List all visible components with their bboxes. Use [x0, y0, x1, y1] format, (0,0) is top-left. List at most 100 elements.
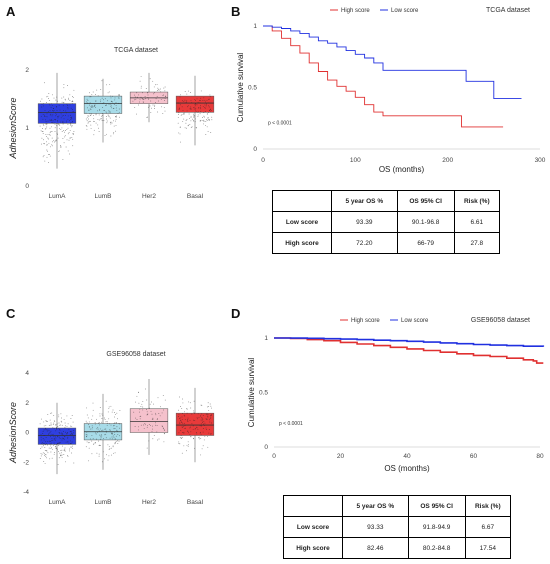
data-point [141, 98, 143, 100]
data-point [91, 428, 93, 430]
data-point [58, 124, 60, 125]
data-point [116, 418, 118, 420]
data-point [49, 155, 51, 157]
data-point [45, 454, 47, 456]
data-point [110, 447, 112, 449]
data-point [58, 445, 60, 446]
data-point [195, 127, 197, 129]
table-row: Low score 93.39 90.1-96.8 6.61 [272, 211, 501, 233]
row-label: High score [272, 232, 332, 254]
data-point [201, 420, 203, 422]
data-point [202, 100, 204, 101]
data-point [162, 395, 164, 397]
data-point [73, 430, 75, 431]
table-cell: 93.39 [331, 211, 398, 233]
data-point [114, 443, 116, 445]
data-point [108, 407, 110, 409]
data-point [147, 94, 149, 96]
jitter-points [133, 388, 166, 449]
data-point [207, 402, 209, 404]
data-point [45, 455, 47, 457]
data-point [108, 406, 110, 408]
data-point [48, 100, 50, 102]
data-point [208, 429, 210, 430]
data-point [59, 441, 61, 443]
data-point [117, 443, 119, 444]
data-point [55, 444, 57, 445]
data-point [199, 432, 201, 434]
data-point [61, 127, 63, 129]
x-tick-label: LumA [49, 193, 67, 200]
data-point [62, 159, 64, 161]
data-point [45, 421, 47, 423]
data-point [86, 107, 88, 109]
data-point [64, 98, 66, 100]
data-point [52, 108, 54, 109]
data-point [150, 424, 151, 426]
data-point [163, 429, 165, 431]
data-point [204, 99, 206, 101]
data-point [138, 94, 140, 96]
data-point [116, 115, 117, 117]
data-point [114, 434, 116, 435]
data-point [203, 121, 205, 122]
data-point [73, 432, 75, 434]
data-point [179, 443, 181, 445]
table-cell: 27.8 [453, 232, 501, 254]
data-point [180, 114, 182, 116]
data-point [50, 119, 52, 121]
data-point [211, 119, 213, 121]
data-point [186, 408, 188, 410]
boxplot-gse96058: GSE96058 dataset -4 -2 0 2 4 AdhesionScore LumA… [8, 351, 215, 506]
data-point [63, 130, 65, 132]
data-point [69, 442, 71, 444]
data-point [151, 418, 153, 420]
data-point [54, 119, 56, 120]
data-point [158, 438, 160, 440]
data-point [195, 100, 196, 101]
data-point [208, 120, 210, 121]
data-point [49, 419, 51, 421]
x-tick-label: LumA [49, 499, 67, 506]
data-point [142, 99, 144, 101]
data-point [180, 104, 182, 106]
data-point [187, 417, 189, 419]
data-point [110, 106, 112, 108]
data-point [142, 409, 144, 411]
data-point [208, 432, 210, 434]
data-point [53, 443, 55, 445]
x-tick-label: LumB [95, 193, 112, 200]
data-point [53, 453, 55, 455]
data-point [50, 442, 52, 444]
p-value-label: p < 0.0001 [279, 421, 303, 427]
data-point [65, 146, 67, 148]
data-point [52, 448, 53, 450]
data-point [196, 104, 198, 106]
data-point [134, 426, 136, 427]
data-point [108, 418, 110, 420]
data-point [92, 91, 94, 93]
data-point [179, 423, 181, 425]
data-point [204, 422, 206, 424]
table-cell: 6.61 [453, 211, 501, 233]
data-point [202, 428, 204, 429]
data-point [180, 435, 182, 437]
data-point [101, 461, 103, 463]
data-point [86, 422, 88, 424]
data-point [151, 401, 152, 403]
data-point [163, 428, 164, 429]
data-point [136, 395, 138, 397]
data-point [201, 448, 203, 450]
legend-entry: Low score [401, 318, 429, 324]
data-point [196, 432, 198, 433]
data-point [98, 422, 100, 424]
data-point [60, 117, 62, 119]
data-point [118, 435, 120, 437]
data-point [110, 100, 112, 102]
data-point [43, 421, 45, 423]
data-point [140, 87, 142, 89]
data-point [207, 98, 209, 100]
data-point [159, 406, 161, 408]
data-point [108, 449, 110, 450]
y-axis-label: Cumulative survival [236, 53, 245, 123]
